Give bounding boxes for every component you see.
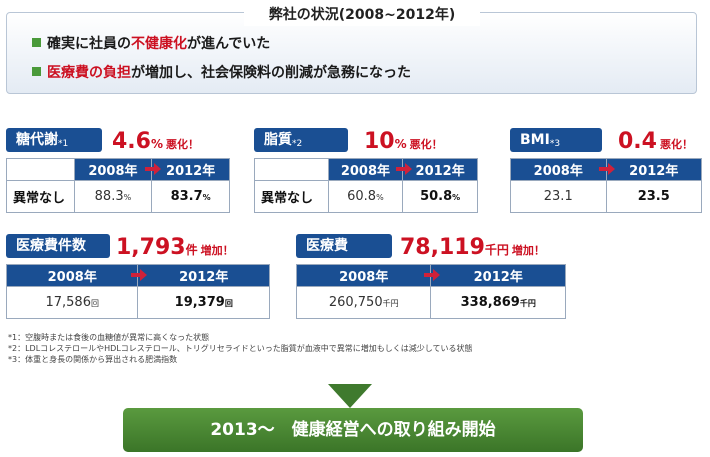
metric-change: 0.4 悪化！ (618, 129, 693, 154)
metric-med-count: 医療費件数 1,793件 増加！ 2008年 2012年 17,586回 19,37… (5, 234, 276, 324)
metric-metabolism: 糖代謝*1 4.6% 悪化！ 2008年 2012年 異常なし 88.3% 83.7… (6, 128, 236, 216)
arrow-right-icon (424, 269, 440, 281)
arrow-right-icon (131, 269, 147, 281)
footnote: *3：体重と身長の関係から算出される肥満指数 (8, 355, 178, 364)
situation-bullet-1: 確実に社員の不健康化が進んでいた (32, 33, 270, 53)
green-square-icon (32, 38, 41, 47)
metric-change: 4.6% 悪化！ (112, 129, 200, 154)
metric-label: 糖代謝*1 (6, 128, 102, 152)
situation-bullet-2: 医療費の負担が増加し、社会保険料の削減が急務になった (32, 62, 411, 82)
initiative-banner: 2013～ 健康経営への取り組み開始 (123, 408, 583, 452)
metric-table: 2008年 2012年 260,750千円 338,869千円 (295, 264, 566, 319)
arrow-down-icon (328, 384, 372, 408)
metric-lipid: 脂質*2 10% 悪化！ 2008年 2012年 異常なし 60.8% 50.8% (254, 128, 484, 216)
metric-bmi: BMI*3 0.4 悪化！ 2008年 2012年 23.1 23.5 (510, 128, 705, 216)
arrow-right-icon (396, 163, 412, 175)
footnote: *2：LDLコレステロールやHDLコレステロール、トリグリセライドといった脂質が… (8, 344, 473, 353)
metric-change: 78,119千円 増加！ (400, 235, 545, 260)
metric-label: BMI*3 (510, 128, 602, 152)
metric-label: 医療費件数 (6, 234, 110, 258)
green-square-icon (32, 67, 41, 76)
metric-table: 2008年 2012年 17,586回 19,379回 (5, 264, 270, 319)
metric-table: 2008年 2012年 異常なし 60.8% 50.8% (254, 158, 478, 213)
arrow-right-icon (599, 163, 615, 175)
footnotes: *1：空腹時または食後の血糖値が異常に高くなった状態 *2：LDLコレステロール… (8, 332, 473, 365)
footnote: *1：空腹時または食後の血糖値が異常に高くなった状態 (8, 333, 210, 342)
situation-title: 弊社の状況(2008~2012年) (244, 4, 480, 26)
metric-table: 2008年 2012年 23.1 23.5 (510, 158, 702, 213)
metric-table: 2008年 2012年 異常なし 88.3% 83.7% (6, 158, 230, 213)
metric-change: 10% 悪化！ (364, 129, 443, 154)
metric-med-cost: 医療費 78,119千円 増加！ 2008年 2012年 260,750千円 338… (295, 234, 576, 324)
metric-label: 脂質*2 (254, 128, 348, 152)
metric-label: 医療費 (296, 234, 392, 258)
metric-change: 1,793件 増加！ (116, 235, 234, 260)
arrow-right-icon (145, 163, 161, 175)
